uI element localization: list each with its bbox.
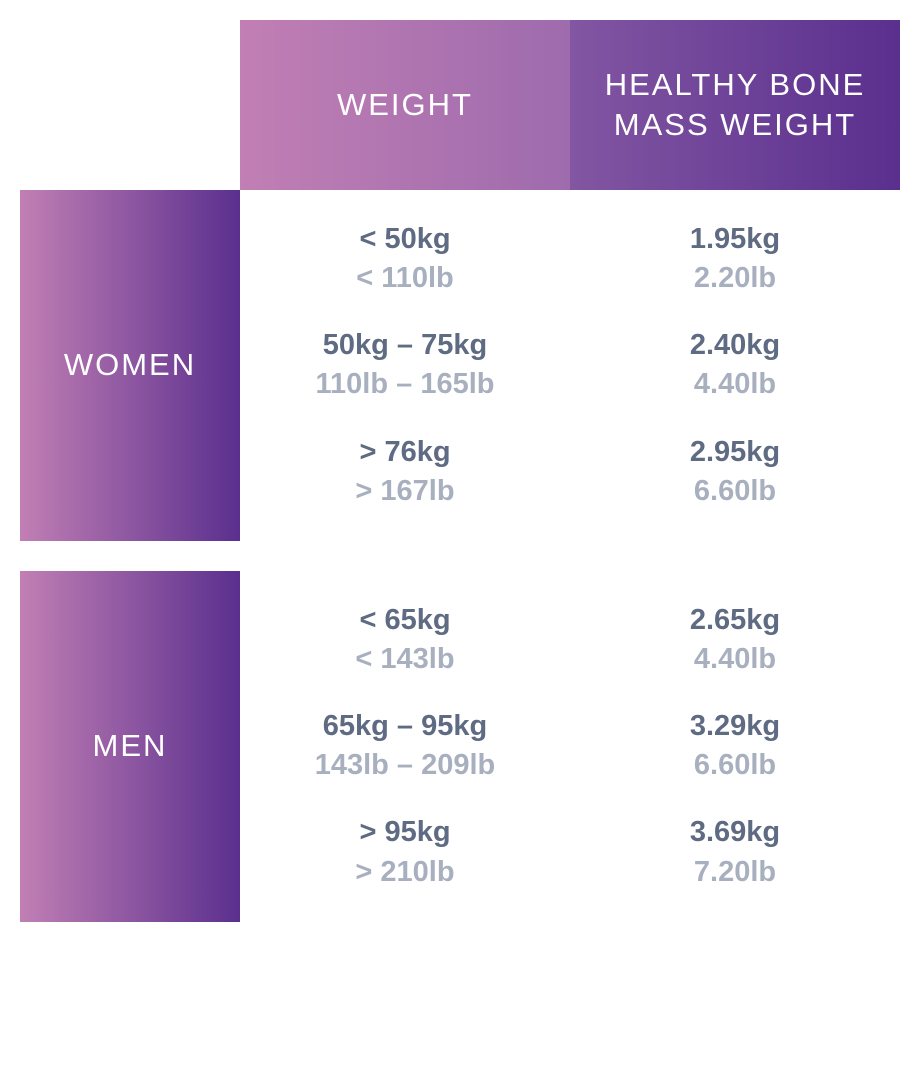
table-row: > 95kg > 210lb <box>240 813 570 891</box>
header-weight-label: WEIGHT <box>337 85 473 125</box>
weight-lb: 110lb – 165lb <box>240 365 570 404</box>
side-label-men: MEN <box>20 571 240 922</box>
bone-kg: 2.65kg <box>570 601 900 640</box>
table-row: < 50kg < 110lb <box>240 220 570 298</box>
weight-lb: > 210lb <box>240 853 570 892</box>
bone-lb: 6.60lb <box>570 472 900 511</box>
weight-kg: > 76kg <box>240 433 570 472</box>
table-row: 2.65kg 4.40lb <box>570 601 900 679</box>
bone-lb: 4.40lb <box>570 365 900 404</box>
women-weight-column: < 50kg < 110lb 50kg – 75kg 110lb – 165lb… <box>240 190 570 541</box>
header-bone-mass-label: HEALTHY BONE MASS WEIGHT <box>570 65 900 146</box>
weight-lb: > 167lb <box>240 472 570 511</box>
table-row: 2.40kg 4.40lb <box>570 326 900 404</box>
bone-lb: 4.40lb <box>570 640 900 679</box>
bone-lb: 6.60lb <box>570 746 900 785</box>
bone-lb: 2.20lb <box>570 259 900 298</box>
header-bone-mass: HEALTHY BONE MASS WEIGHT <box>570 20 900 190</box>
bone-lb: 7.20lb <box>570 853 900 892</box>
side-label-women-text: WOMEN <box>64 347 196 383</box>
weight-lb: < 143lb <box>240 640 570 679</box>
weight-kg: < 65kg <box>240 601 570 640</box>
table-row: 3.69kg 7.20lb <box>570 813 900 891</box>
side-label-women: WOMEN <box>20 190 240 541</box>
bone-kg: 3.69kg <box>570 813 900 852</box>
table-row: < 65kg < 143lb <box>240 601 570 679</box>
weight-kg: > 95kg <box>240 813 570 852</box>
men-weight-column: < 65kg < 143lb 65kg – 95kg 143lb – 209lb… <box>240 571 570 922</box>
weight-kg: 50kg – 75kg <box>240 326 570 365</box>
table-row: 3.29kg 6.60lb <box>570 707 900 785</box>
header-blank <box>20 20 240 190</box>
section-gap <box>20 541 240 571</box>
weight-kg: < 50kg <box>240 220 570 259</box>
table-row: 2.95kg 6.60lb <box>570 433 900 511</box>
table-row: 50kg – 75kg 110lb – 165lb <box>240 326 570 404</box>
table-row: > 76kg > 167lb <box>240 433 570 511</box>
table-row: 65kg – 95kg 143lb – 209lb <box>240 707 570 785</box>
weight-lb: < 110lb <box>240 259 570 298</box>
side-label-men-text: MEN <box>93 728 168 764</box>
weight-lb: 143lb – 209lb <box>240 746 570 785</box>
bone-kg: 2.95kg <box>570 433 900 472</box>
bone-mass-table: WEIGHT HEALTHY BONE MASS WEIGHT WOMEN < … <box>20 20 880 922</box>
weight-kg: 65kg – 95kg <box>240 707 570 746</box>
men-bone-column: 2.65kg 4.40lb 3.29kg 6.60lb 3.69kg 7.20l… <box>570 571 900 922</box>
table-row: 1.95kg 2.20lb <box>570 220 900 298</box>
header-weight: WEIGHT <box>240 20 570 190</box>
bone-kg: 1.95kg <box>570 220 900 259</box>
bone-kg: 2.40kg <box>570 326 900 365</box>
women-bone-column: 1.95kg 2.20lb 2.40kg 4.40lb 2.95kg 6.60l… <box>570 190 900 541</box>
bone-kg: 3.29kg <box>570 707 900 746</box>
